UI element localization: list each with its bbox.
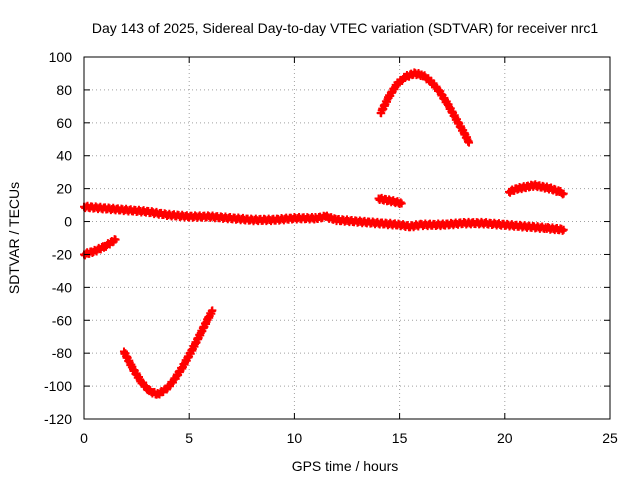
series-arc-late	[505, 180, 568, 199]
data-point	[559, 189, 568, 198]
series-arc-high-peak	[376, 68, 474, 147]
y-tick-label: -120	[44, 411, 72, 427]
y-tick-label: -60	[52, 312, 72, 328]
data-point	[558, 226, 567, 235]
series-arc-early-short	[80, 235, 120, 260]
data-point	[397, 199, 406, 208]
x-tick-label: 15	[392, 430, 408, 446]
data-point	[559, 225, 568, 234]
y-tick-label: 100	[49, 49, 73, 65]
y-tick-label: -20	[52, 246, 72, 262]
data-point	[396, 198, 405, 207]
x-axis-label: GPS time / hours	[292, 458, 399, 474]
x-tick-label: 0	[80, 430, 88, 446]
x-tick-label: 5	[185, 430, 193, 446]
x-tick-label: 20	[497, 430, 513, 446]
data-point	[465, 138, 474, 147]
y-tick-label: 40	[56, 148, 72, 164]
series-arc-deep-trough	[119, 306, 217, 399]
y-tick-label: 60	[56, 115, 72, 131]
x-tick-label: 25	[602, 430, 618, 446]
data-point	[208, 306, 217, 315]
y-tick-label: 80	[56, 82, 72, 98]
y-axis-label: SDTVAR / TECUs	[6, 182, 22, 294]
y-tick-label: -80	[52, 345, 72, 361]
y-tick-label: 0	[64, 214, 72, 230]
data-point	[111, 235, 120, 244]
x-tick-label: 10	[287, 430, 303, 446]
plot-frame	[83, 56, 611, 420]
series-main-arc	[80, 201, 568, 235]
grid-lines	[84, 57, 610, 419]
y-tick-label: -40	[52, 279, 72, 295]
y-tick-label: 20	[56, 181, 72, 197]
y-tick-label: -100	[44, 378, 72, 394]
series-arc-short-14h	[374, 193, 406, 209]
data-points	[80, 68, 568, 399]
axis-ticks: 0 5 10 15 20 25 -120 -100 -80 -60 -40 -20 0 20 40 60 80 1…	[44, 49, 618, 446]
chart-title: Day 143 of 2025, Sidereal Day-to-day VTE…	[92, 20, 598, 36]
